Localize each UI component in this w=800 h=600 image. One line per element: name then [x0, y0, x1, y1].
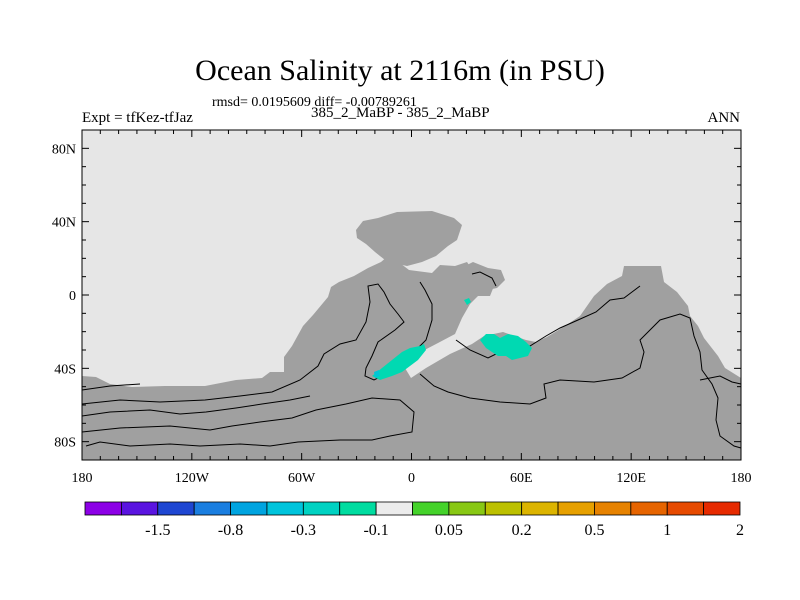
colorbar-swatch — [448, 501, 486, 516]
x-tick-label: 180 — [72, 471, 93, 486]
colorbar-swatch — [302, 501, 341, 516]
colorbar: -1.5 -0.8 -0.3 -0.1 0.05 0.2 0.5 1 2 — [84, 501, 744, 539]
statistics-text: rmsd= 0.0195609 diff= -0.00789261 — [212, 95, 417, 110]
colorbar-swatch — [266, 501, 304, 516]
x-tick-label: 120W — [175, 471, 210, 486]
colorbar-swatch — [484, 501, 523, 516]
salinity-anomaly-patches — [372, 298, 532, 380]
anomaly-patch-indian-ocean — [480, 334, 532, 360]
colorbar-label: -0.8 — [218, 522, 243, 539]
x-tick-label: 120E — [616, 471, 646, 486]
colorbar-swatch — [157, 501, 195, 516]
experiment-label: Expt = tfKez-tfJaz — [82, 110, 193, 126]
season-label: ANN — [707, 110, 741, 126]
y-tick-label: 80S — [54, 436, 76, 451]
x-tick-label: 60W — [288, 471, 316, 486]
colorbar-swatch — [521, 501, 559, 516]
northern-ocean-patch — [356, 211, 462, 266]
axis-ticks: 180 120W 60W 0 60E 120E 180 80N 40N 0 40S 80S — [52, 129, 752, 486]
colorbar-swatch — [339, 501, 377, 516]
anomaly-patch-equatorial — [464, 298, 471, 305]
y-tick-label: 80N — [52, 142, 76, 157]
southern-ocean — [82, 256, 741, 460]
y-tick-label: 0 — [69, 289, 76, 304]
map-title: Ocean Salinity at 2116m (in PSU) — [195, 54, 605, 87]
colorbar-swatch — [375, 501, 413, 516]
colorbar-label: -1.5 — [145, 522, 170, 539]
anomaly-patch-south-atlantic — [372, 344, 426, 380]
x-tick-label: 180 — [731, 471, 752, 486]
colorbar-swatch — [630, 501, 668, 516]
colorbar-label: -0.1 — [363, 522, 388, 539]
colorbar-swatch — [193, 501, 231, 516]
colorbar-label: 0.2 — [512, 522, 532, 539]
colorbar-label: 2 — [736, 522, 744, 539]
colorbar-swatch — [412, 501, 450, 516]
colorbar-swatch — [84, 501, 122, 516]
colorbar-swatch — [594, 501, 632, 516]
colorbar-label: 0.5 — [584, 522, 604, 539]
colorbar-label: -0.3 — [291, 522, 316, 539]
anomaly-patch-edge — [374, 370, 380, 378]
y-tick-label: 40N — [52, 216, 76, 231]
colorbar-swatch — [557, 501, 595, 516]
x-tick-label: 0 — [408, 471, 415, 486]
coastline-contours — [81, 271, 742, 449]
x-tick-label: 60E — [510, 471, 533, 486]
colorbar-swatch — [703, 501, 741, 516]
colorbar-swatch — [666, 501, 705, 516]
y-tick-label: 40S — [54, 362, 76, 377]
colorbar-swatch — [120, 501, 159, 516]
colorbar-label: 0.05 — [435, 522, 463, 539]
map-subtitle: 385_2_MaBP - 385_2_MaBP — [311, 105, 490, 121]
colorbar-swatch — [230, 501, 268, 516]
colorbar-label: 1 — [663, 522, 671, 539]
